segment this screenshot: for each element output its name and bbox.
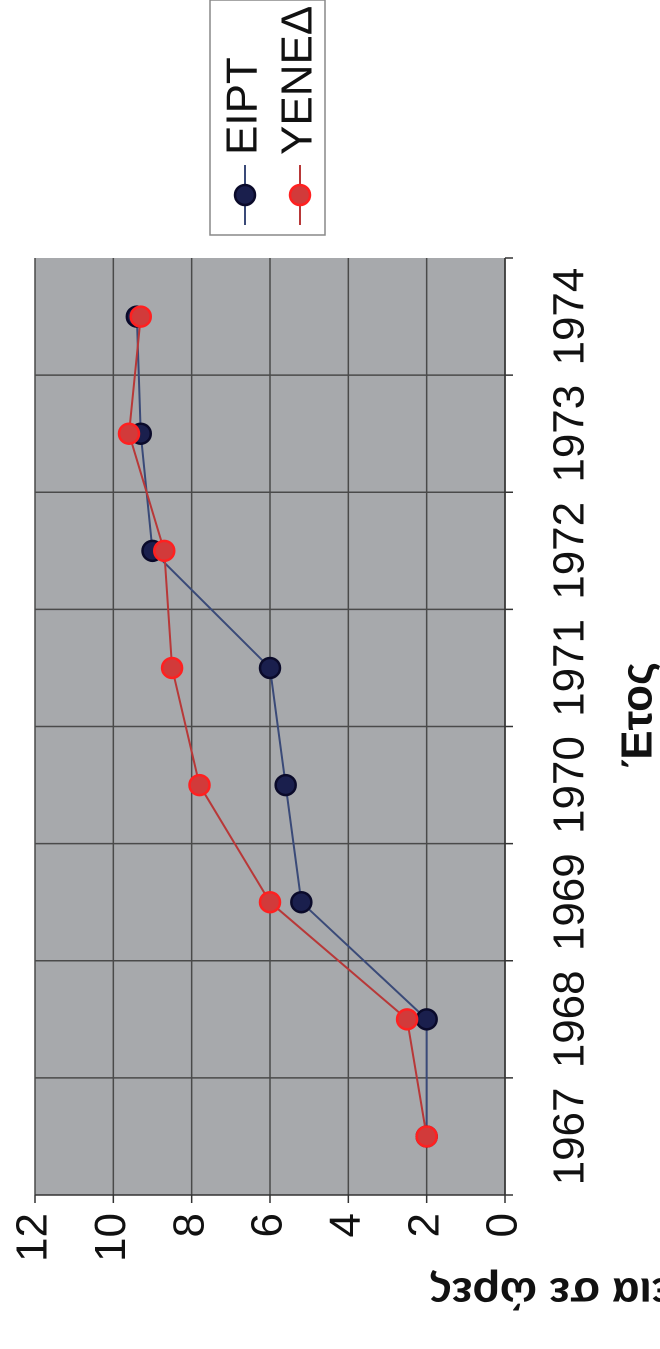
y-tick-label: 12 — [8, 1213, 57, 1262]
x-tick-label: 1972 — [545, 502, 594, 600]
legend-marker — [288, 183, 312, 207]
x-tick-label: 1969 — [545, 853, 594, 951]
legend-label: ΕΙΡΤ — [218, 57, 267, 155]
data-point — [129, 305, 152, 328]
y-tick-label: 6 — [243, 1213, 292, 1237]
data-point — [258, 656, 282, 680]
y-tick-label: 2 — [399, 1213, 448, 1237]
x-tick-label: 1970 — [545, 736, 594, 834]
y-tick-label: 4 — [321, 1213, 370, 1237]
y-axis-title: Διάρκεια σε ώρες — [429, 1268, 660, 1317]
y-tick-label: 10 — [86, 1213, 135, 1262]
data-point — [153, 539, 176, 563]
y-tick-label: 8 — [164, 1213, 213, 1237]
x-axis-title: Έτος — [613, 662, 660, 768]
data-point — [415, 1125, 438, 1148]
data-point — [160, 656, 184, 680]
x-tick-label: 1973 — [545, 385, 594, 483]
data-point — [290, 890, 313, 914]
x-tick-label: 1974 — [545, 268, 594, 366]
data-point — [258, 890, 282, 914]
legend-label: ΥΕΝΕΔ — [273, 6, 322, 155]
series-line — [135, 316, 428, 1137]
x-tick-label: 1971 — [545, 619, 594, 717]
data-point — [415, 1008, 438, 1031]
data-point — [117, 422, 141, 445]
x-tick-label: 1968 — [545, 970, 594, 1068]
series-line — [127, 316, 428, 1137]
y-tick-label: 0 — [478, 1213, 527, 1237]
data-point — [274, 773, 297, 797]
data-point — [395, 1008, 419, 1031]
data-point — [188, 773, 211, 797]
chart-body: Έτος Διάρκεια σε ώρες 0 2 4 6 8 10 12 1967 1968 1… — [8, 0, 660, 1317]
legend-marker — [233, 183, 257, 207]
x-tick-label: 1967 — [545, 1087, 594, 1185]
legend — [209, 0, 326, 236]
